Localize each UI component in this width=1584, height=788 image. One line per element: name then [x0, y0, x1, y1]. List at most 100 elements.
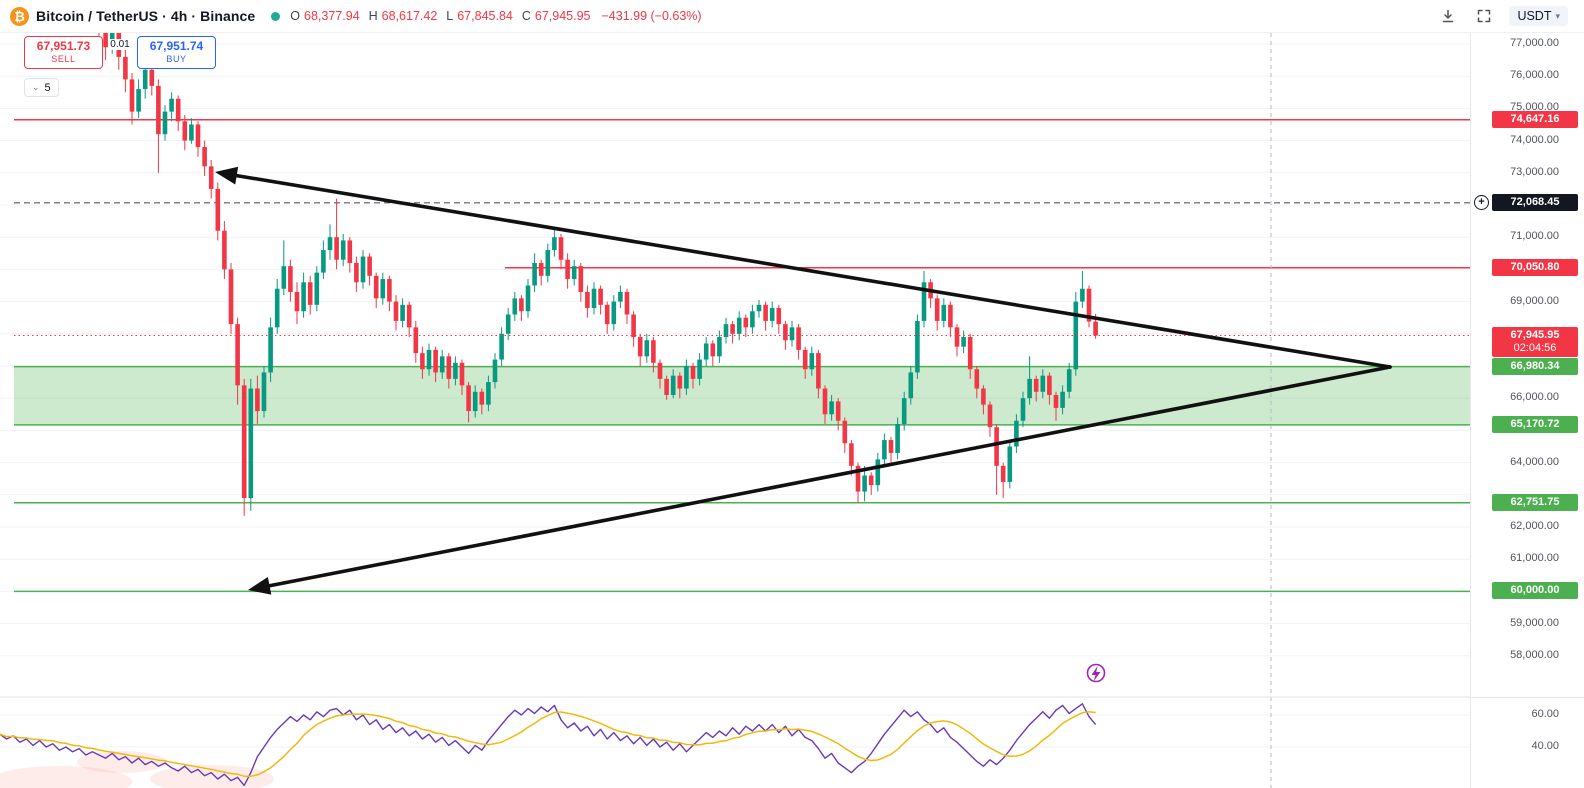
candle-body: [169, 98, 174, 112]
candle-body: [202, 147, 207, 167]
price-tick: 75,000.00: [1510, 101, 1559, 114]
candle-body: [1007, 446, 1013, 482]
candle-body: [1086, 288, 1092, 322]
candle-body: [697, 359, 702, 379]
candle-body: [400, 304, 405, 321]
price-label-red[interactable]: 74,647.16: [1492, 110, 1578, 128]
triangle-upper-trendline[interactable]: [234, 173, 1392, 369]
candle-body: [235, 324, 240, 386]
candle-body: [453, 362, 458, 379]
candle-body: [901, 398, 907, 424]
plus-circle-icon[interactable]: +: [1474, 194, 1489, 210]
candle-body: [175, 98, 181, 122]
candle-body: [941, 304, 947, 321]
candle-body: [1080, 288, 1085, 302]
buy-label: BUY: [166, 53, 187, 64]
maximize-icon[interactable]: [1473, 5, 1495, 27]
candle-body: [1027, 378, 1032, 399]
buy-button[interactable]: 67,951.74 BUY: [137, 36, 216, 69]
triangle-lower-trendline-arrowhead: [248, 576, 272, 595]
oscillator-highlight: [0, 766, 132, 788]
indicator-tick: 60.00: [1531, 708, 1559, 720]
price-label-green[interactable]: 66,980.34: [1492, 357, 1578, 375]
candle-body: [393, 301, 399, 321]
triangle-lower-trendline[interactable]: [267, 365, 1392, 588]
ohlc-change-value: −431.99 (−0.63%): [601, 9, 702, 23]
candle-body: [948, 304, 953, 328]
price-tick: 61,000.00: [1510, 552, 1559, 565]
bitcoin-logo-icon: ₿: [10, 6, 29, 26]
download-icon[interactable]: [1437, 5, 1459, 27]
price-tick: 62,000.00: [1510, 520, 1559, 532]
oscillator-line: [0, 703, 1097, 787]
candle-body: [855, 465, 861, 492]
candle-body: [743, 317, 749, 328]
candle-body: [1053, 394, 1059, 408]
candle-body: [664, 378, 669, 395]
candle-body: [558, 237, 564, 260]
candle-body: [525, 285, 531, 312]
candle-body: [307, 282, 313, 305]
candle-body: [849, 443, 854, 466]
candle-body: [512, 298, 518, 315]
candle-body: [651, 340, 656, 363]
candle-body: [934, 298, 940, 321]
candle-body: [162, 111, 168, 135]
candle-body: [189, 124, 194, 141]
candle-body: [552, 237, 557, 251]
candle-body: [406, 304, 412, 328]
candle-body: [789, 327, 795, 341]
price-label-red[interactable]: 70,050.80: [1492, 258, 1578, 276]
candle-body: [618, 291, 623, 302]
candle-body: [882, 440, 887, 460]
candle-body: [340, 240, 346, 260]
price-tick: 77,000.00: [1510, 37, 1559, 49]
price-label-dark[interactable]: 72,068.45: [1492, 193, 1578, 211]
interval-badge: 5: [44, 81, 51, 94]
price-chart-panel[interactable]: [0, 33, 1470, 788]
candle-body: [677, 375, 683, 389]
candle-body: [783, 324, 788, 341]
candle-body: [565, 259, 570, 280]
candle-body: [987, 404, 993, 428]
chart-toolbar: ₿ Bitcoin / TetherUS · 4h · Binance O 68…: [0, 0, 1584, 33]
sell-price: 67,951.73: [36, 39, 91, 54]
candle-body: [103, 33, 108, 48]
candle-body: [862, 475, 867, 492]
buy-price: 67,951.74: [149, 39, 204, 54]
candle-body: [241, 385, 247, 499]
candle-body: [492, 359, 498, 383]
candle-body: [123, 56, 128, 80]
price-label-red[interactable]: 67,945.95 02:04:56: [1492, 326, 1578, 357]
lightning-icon[interactable]: [1086, 663, 1106, 683]
oscillator-ma-line: [0, 711, 1096, 778]
price-label-green[interactable]: 65,170.72: [1492, 415, 1578, 433]
trade-widget: 67,951.73 SELL 0.01 67,951.74 BUY: [24, 36, 216, 69]
candle-body: [921, 282, 927, 321]
spread-value: 0.01: [108, 39, 132, 50]
currency-selector[interactable]: USDT ▾: [1509, 6, 1568, 26]
symbol-title-button[interactable]: Bitcoin / TetherUS · 4h · Binance: [36, 8, 256, 24]
candle-body: [710, 343, 716, 357]
sell-button[interactable]: 67,951.73 SELL: [24, 36, 103, 69]
candle-body: [1020, 398, 1026, 421]
candle-body: [222, 230, 227, 270]
candle-body: [690, 366, 696, 379]
interval-quick-select[interactable]: ⌄ 5: [24, 78, 59, 97]
price-label-green[interactable]: 62,751.75: [1492, 493, 1578, 511]
candle-body: [835, 401, 841, 421]
candle-body: [387, 279, 392, 302]
candle-body: [472, 391, 478, 412]
panel-divider: [1471, 697, 1584, 698]
price-axis[interactable]: 77,000.00 76,000.00 75,000.00 74,000.00 73,0…: [1470, 33, 1584, 788]
ohlc-high-value: 68,617.42: [381, 9, 438, 23]
candle-body: [479, 391, 485, 405]
candle-body: [796, 327, 801, 350]
price-label-green[interactable]: 60,000.00: [1492, 582, 1578, 600]
candle-body: [717, 337, 722, 357]
candle-body: [908, 372, 914, 399]
currency-label: USDT: [1517, 9, 1552, 23]
candle-body: [585, 291, 590, 309]
candle-body: [274, 288, 280, 328]
